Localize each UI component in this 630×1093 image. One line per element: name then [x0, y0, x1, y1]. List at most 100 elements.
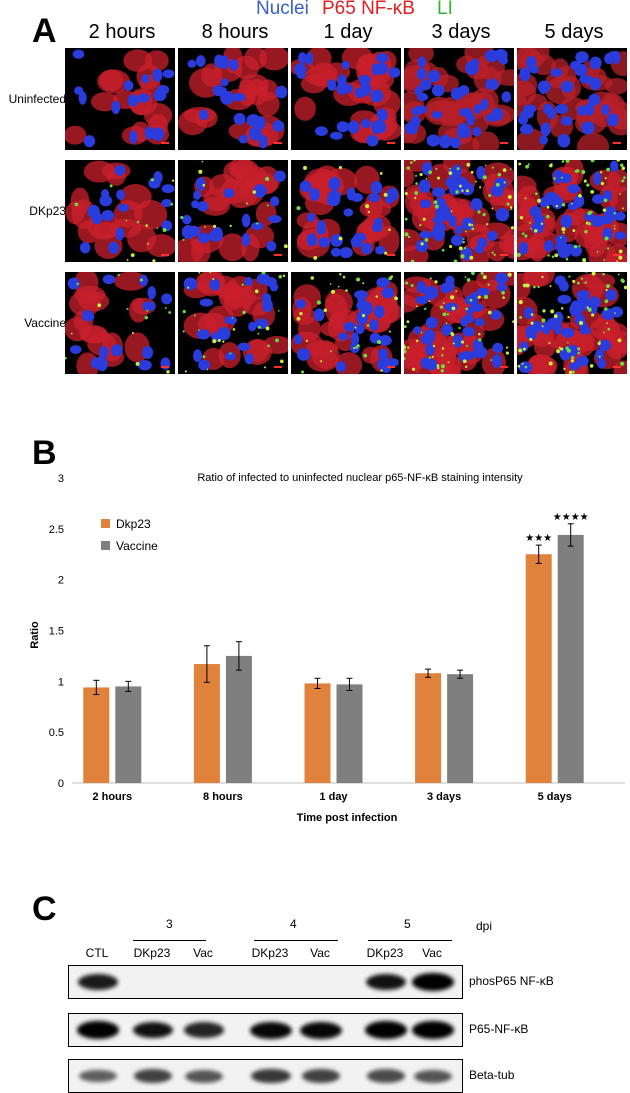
lane-label: DKp23 [251, 946, 289, 960]
protein-band [77, 974, 119, 990]
legend-swatch [101, 519, 110, 528]
y-tick-label: 2.5 [49, 524, 64, 536]
y-tick-label: 2 [58, 575, 64, 587]
blot-strip [68, 1059, 463, 1093]
microscopy-image [517, 160, 627, 262]
microscopy-image [291, 272, 401, 374]
legend-swatch [101, 541, 110, 550]
microscopy-image [65, 48, 175, 150]
bar [525, 554, 552, 783]
chart-title: Ratio of infected to uninfected nuclear … [197, 472, 523, 484]
panel-b-letter: B [32, 434, 57, 472]
x-tick-label: 2 hours [92, 791, 132, 803]
significance-stars: ★★★ [525, 533, 552, 544]
y-tick-label: 0 [58, 778, 64, 790]
microscopy-image [178, 272, 288, 374]
dpi-group-label: 3 [166, 917, 173, 931]
bar [225, 655, 252, 783]
protein-band [365, 973, 407, 991]
protein-band [300, 1021, 342, 1039]
blot-strip [68, 965, 463, 999]
dpi-group-label: 5 [404, 917, 411, 931]
legend-label: Vaccine [116, 539, 158, 553]
x-tick-label: 8 hours [203, 791, 243, 803]
bar [304, 683, 331, 783]
chart-bars: ★★★★★★★ [83, 512, 589, 783]
bar [415, 673, 442, 783]
y-tick-label: 1.5 [49, 626, 64, 638]
protein-band [185, 1069, 223, 1083]
x-axis-label: Time post infection [297, 812, 398, 824]
blot-label: P65-NF-κB [469, 1022, 529, 1036]
condition-label: DKp23 [29, 204, 66, 218]
bar [557, 534, 584, 783]
bar [83, 687, 110, 783]
lane-label: CTL [85, 946, 109, 960]
protein-band [414, 1069, 452, 1083]
x-tick-label: 1 day [319, 791, 348, 803]
lane-label: Vac [193, 946, 213, 960]
microscopy-image [404, 48, 514, 150]
y-axis-label: Ratio [29, 621, 41, 649]
lane-label: Vac [422, 946, 442, 960]
protein-band [251, 1068, 291, 1084]
timepoint-header: 2 hours [88, 21, 156, 43]
legend-li: LI [437, 0, 453, 19]
blot-strip [68, 1013, 463, 1047]
lane-label: Vac [310, 946, 330, 960]
condition-label: Vaccine [24, 316, 66, 330]
microscopy-image [404, 160, 514, 262]
bar [115, 686, 142, 783]
panel-c-letter: C [32, 890, 57, 928]
significance-stars: ★★★★ [553, 512, 589, 523]
x-tick-label: 3 days [427, 791, 461, 803]
y-tick-label: 0.5 [49, 727, 64, 739]
x-tick-label: 5 days [538, 791, 572, 803]
bar [336, 684, 363, 783]
microscopy-image [65, 272, 175, 374]
condition-label: Uninfected [8, 92, 66, 106]
microscopy-image [178, 160, 288, 262]
blot-label: Beta-tub [469, 1068, 515, 1082]
timepoint-header: 1 day [323, 21, 373, 43]
legend-nuclei: Nuclei [256, 0, 309, 19]
protein-band [250, 1021, 292, 1039]
timepoint-header: 5 days [544, 21, 604, 43]
dpi-group-label: 4 [290, 917, 297, 931]
group-bracket [368, 940, 452, 941]
protein-band [365, 1021, 407, 1039]
group-bracket [254, 940, 338, 941]
dpi-label: dpi [476, 919, 493, 933]
chart-legend: Dkp23 Vaccine [101, 517, 158, 553]
bar [193, 664, 220, 783]
microscopy-image [404, 272, 514, 374]
lane-label: DKp23 [133, 946, 171, 960]
protein-band [366, 1069, 406, 1083]
microscopy-image [178, 48, 288, 150]
group-bracket [133, 940, 206, 941]
legend-p65: P65 NF-κB [322, 0, 415, 19]
timepoint-header: 8 hours [201, 21, 269, 43]
protein-band [184, 1022, 224, 1038]
microscopy-image [291, 48, 401, 150]
protein-band [412, 973, 454, 991]
microscopy-image [291, 160, 401, 262]
panel-a-letter: A [32, 12, 57, 50]
microscopy-image [517, 48, 627, 150]
timepoint-header: 3 days [431, 21, 491, 43]
protein-band [412, 1021, 454, 1039]
legend-label: Dkp23 [116, 517, 151, 531]
protein-band [77, 1021, 119, 1039]
protein-band [132, 1021, 174, 1039]
bar-chart: Ratio of infected to uninfected nuclear … [29, 472, 625, 824]
y-tick-label: 3 [58, 473, 64, 485]
bar [447, 674, 474, 783]
protein-band [301, 1069, 341, 1083]
microscopy-image [65, 160, 175, 262]
lane-label: DKp23 [366, 946, 404, 960]
blot-label: phosP65 NF-κB [469, 974, 554, 988]
protein-band [79, 1069, 117, 1083]
y-tick-label: 1 [58, 676, 64, 688]
microscopy-image [517, 272, 627, 374]
protein-band [133, 1069, 173, 1083]
